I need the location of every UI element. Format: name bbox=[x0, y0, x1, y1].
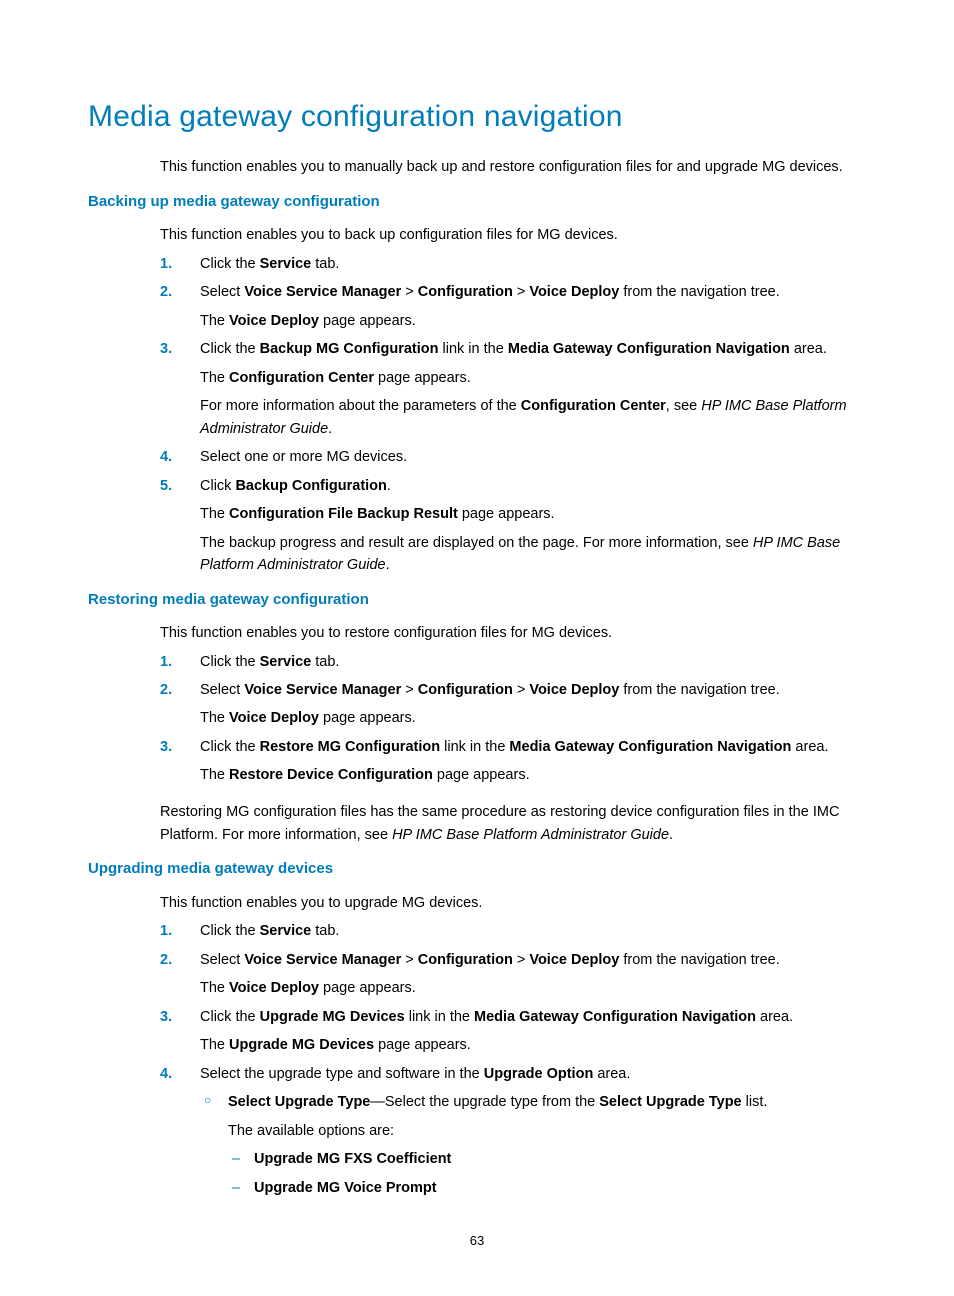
bullet-item: Select Upgrade Type—Select the upgrade t… bbox=[200, 1091, 866, 1199]
section-heading: Backing up media gateway configuration bbox=[88, 193, 866, 210]
section-intro: This function enables you to back up con… bbox=[160, 224, 866, 246]
dash-item: Upgrade MG FXS Coefficient bbox=[228, 1148, 866, 1170]
step-item: Select Voice Service Manager > Configura… bbox=[160, 679, 866, 730]
dash-list: Upgrade MG FXS Coefficient Upgrade MG Voi… bbox=[228, 1148, 866, 1199]
step-item: Select Voice Service Manager > Configura… bbox=[160, 949, 866, 1000]
section-intro: This function enables you to restore con… bbox=[160, 622, 866, 644]
step-item: Click the Upgrade MG Devices link in the… bbox=[160, 1006, 866, 1057]
step-sub: For more information about the parameter… bbox=[200, 395, 866, 440]
section-after: Restoring MG configuration files has the… bbox=[160, 801, 866, 846]
step-sub: The Voice Deploy page appears. bbox=[200, 707, 866, 729]
step-sub: The Configuration File Backup Result pag… bbox=[200, 503, 866, 525]
step-sub: The Upgrade MG Devices page appears. bbox=[200, 1034, 866, 1056]
bullet-sub: The available options are: bbox=[228, 1120, 866, 1142]
step-sub: The Voice Deploy page appears. bbox=[200, 977, 866, 999]
step-sub: The Voice Deploy page appears. bbox=[200, 310, 866, 332]
step-item: Click the Service tab. bbox=[160, 253, 866, 275]
page-number: 63 bbox=[0, 1233, 954, 1248]
step-item: Click the Service tab. bbox=[160, 651, 866, 673]
bullet-list: Select Upgrade Type—Select the upgrade t… bbox=[200, 1091, 866, 1199]
section-heading: Upgrading media gateway devices bbox=[88, 860, 866, 877]
dash-item: Upgrade MG Voice Prompt bbox=[228, 1177, 866, 1199]
step-list: Click the Service tab. Select Voice Servi… bbox=[160, 253, 866, 577]
sections-container: Backing up media gateway configuration Th… bbox=[88, 193, 866, 1199]
step-item: Select Voice Service Manager > Configura… bbox=[160, 281, 866, 332]
section-intro: This function enables you to upgrade MG … bbox=[160, 892, 866, 914]
document-page: Media gateway configuration navigation T… bbox=[0, 0, 954, 1296]
step-item: Select one or more MG devices. bbox=[160, 446, 866, 468]
page-title: Media gateway configuration navigation bbox=[88, 100, 866, 134]
step-item: Click the Restore MG Configuration link … bbox=[160, 736, 866, 787]
step-list: Click the Service tab. Select Voice Servi… bbox=[160, 920, 866, 1199]
step-list: Click the Service tab. Select Voice Servi… bbox=[160, 651, 866, 787]
step-sub: The Configuration Center page appears. bbox=[200, 367, 866, 389]
step-item: Click Backup Configuration.The Configura… bbox=[160, 475, 866, 577]
step-item: Click the Service tab. bbox=[160, 920, 866, 942]
page-intro: This function enables you to manually ba… bbox=[160, 156, 866, 178]
step-sub: The Restore Device Configuration page ap… bbox=[200, 764, 866, 786]
step-sub: The backup progress and result are displ… bbox=[200, 532, 866, 577]
step-item: Click the Backup MG Configuration link i… bbox=[160, 338, 866, 440]
section-heading: Restoring media gateway configuration bbox=[88, 591, 866, 608]
step-item: Select the upgrade type and software in … bbox=[160, 1063, 866, 1199]
